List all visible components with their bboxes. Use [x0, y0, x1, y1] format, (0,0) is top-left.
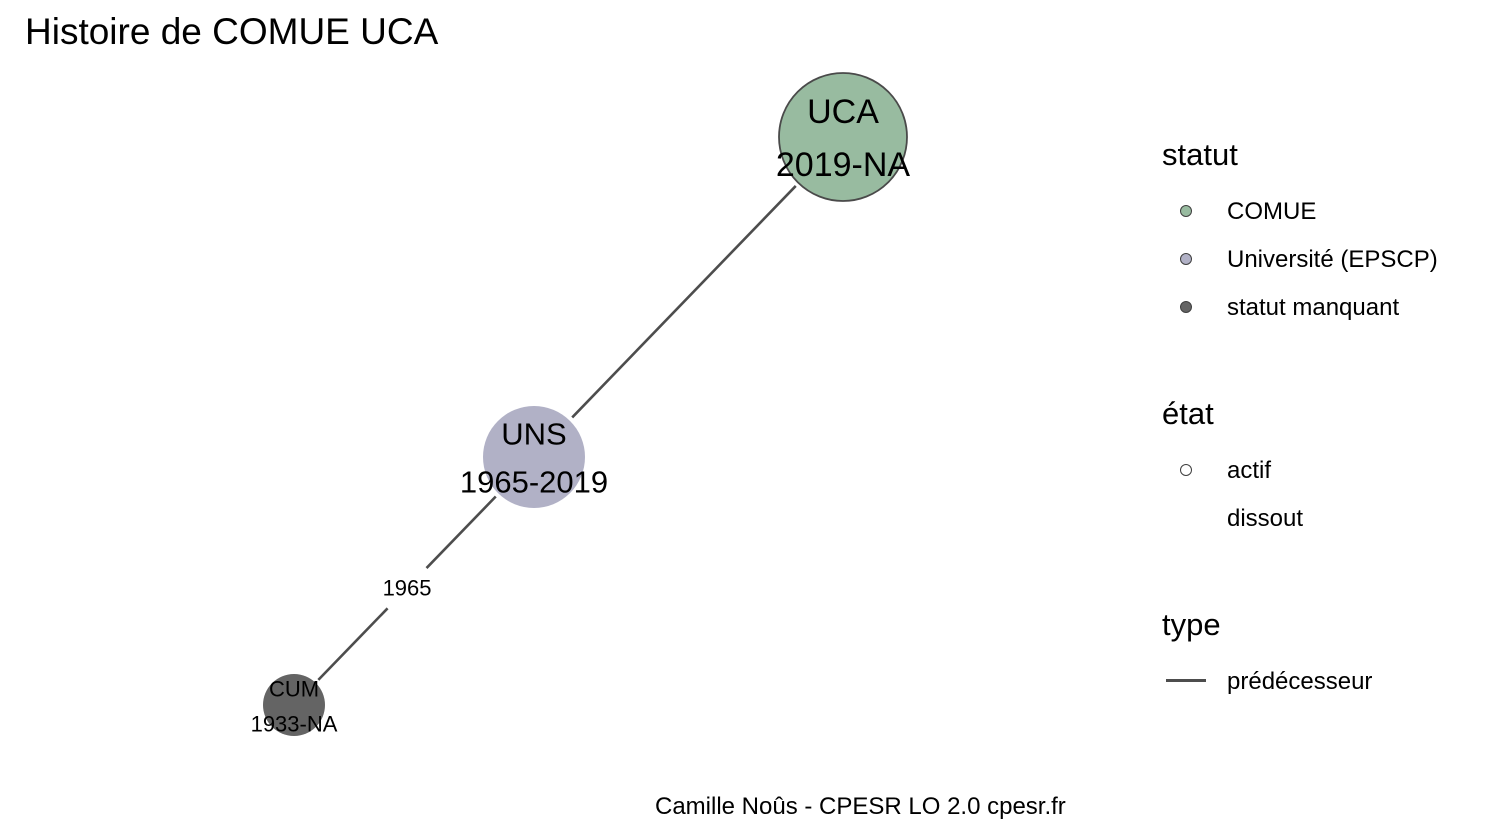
legend-statut-title: statut [1162, 137, 1238, 172]
caption: Camille Noûs - CPESR LO 2.0 cpesr.fr [655, 793, 1066, 820]
diagram-title: Histoire de COMUE UCA [25, 11, 439, 52]
legend-statut-key-comue [1180, 205, 1192, 217]
edge-line-0 [571, 185, 797, 419]
legend-statut-key-manquant [1180, 301, 1192, 313]
node-uca-name: UCA [807, 93, 879, 131]
node-uca [778, 72, 908, 202]
legend-statut-label-comue: COMUE [1227, 198, 1317, 225]
node-cum-name: CUM [269, 677, 319, 702]
legend-etat-title: état [1162, 396, 1214, 431]
legend-type-key-line [1166, 679, 1206, 682]
legend-statut-label-manquant: statut manquant [1227, 294, 1400, 321]
legend-etat-label-dissout: dissout [1227, 505, 1304, 532]
legend-etat-label-actif: actif [1227, 457, 1272, 484]
edge-line-1 [317, 607, 389, 681]
legend-type-label-predecesseur: prédécesseur [1227, 668, 1373, 695]
edge-label: 1965 [383, 576, 432, 601]
edge-line-1-b [425, 495, 497, 569]
node-uns [483, 406, 585, 508]
legend-etat-key-actif [1180, 464, 1192, 476]
legend-statut-label-universite: Université (EPSCP) [1227, 246, 1438, 273]
node-uns-years: 1965-2019 [460, 465, 608, 500]
node-uns-name: UNS [501, 417, 566, 452]
node-cum [263, 674, 325, 736]
legend-type-title: type [1162, 607, 1221, 642]
node-cum-years: 1933-NA [251, 712, 338, 737]
node-uca-years: 2019-NA [776, 146, 911, 184]
legend-statut-key-universite [1180, 253, 1192, 265]
